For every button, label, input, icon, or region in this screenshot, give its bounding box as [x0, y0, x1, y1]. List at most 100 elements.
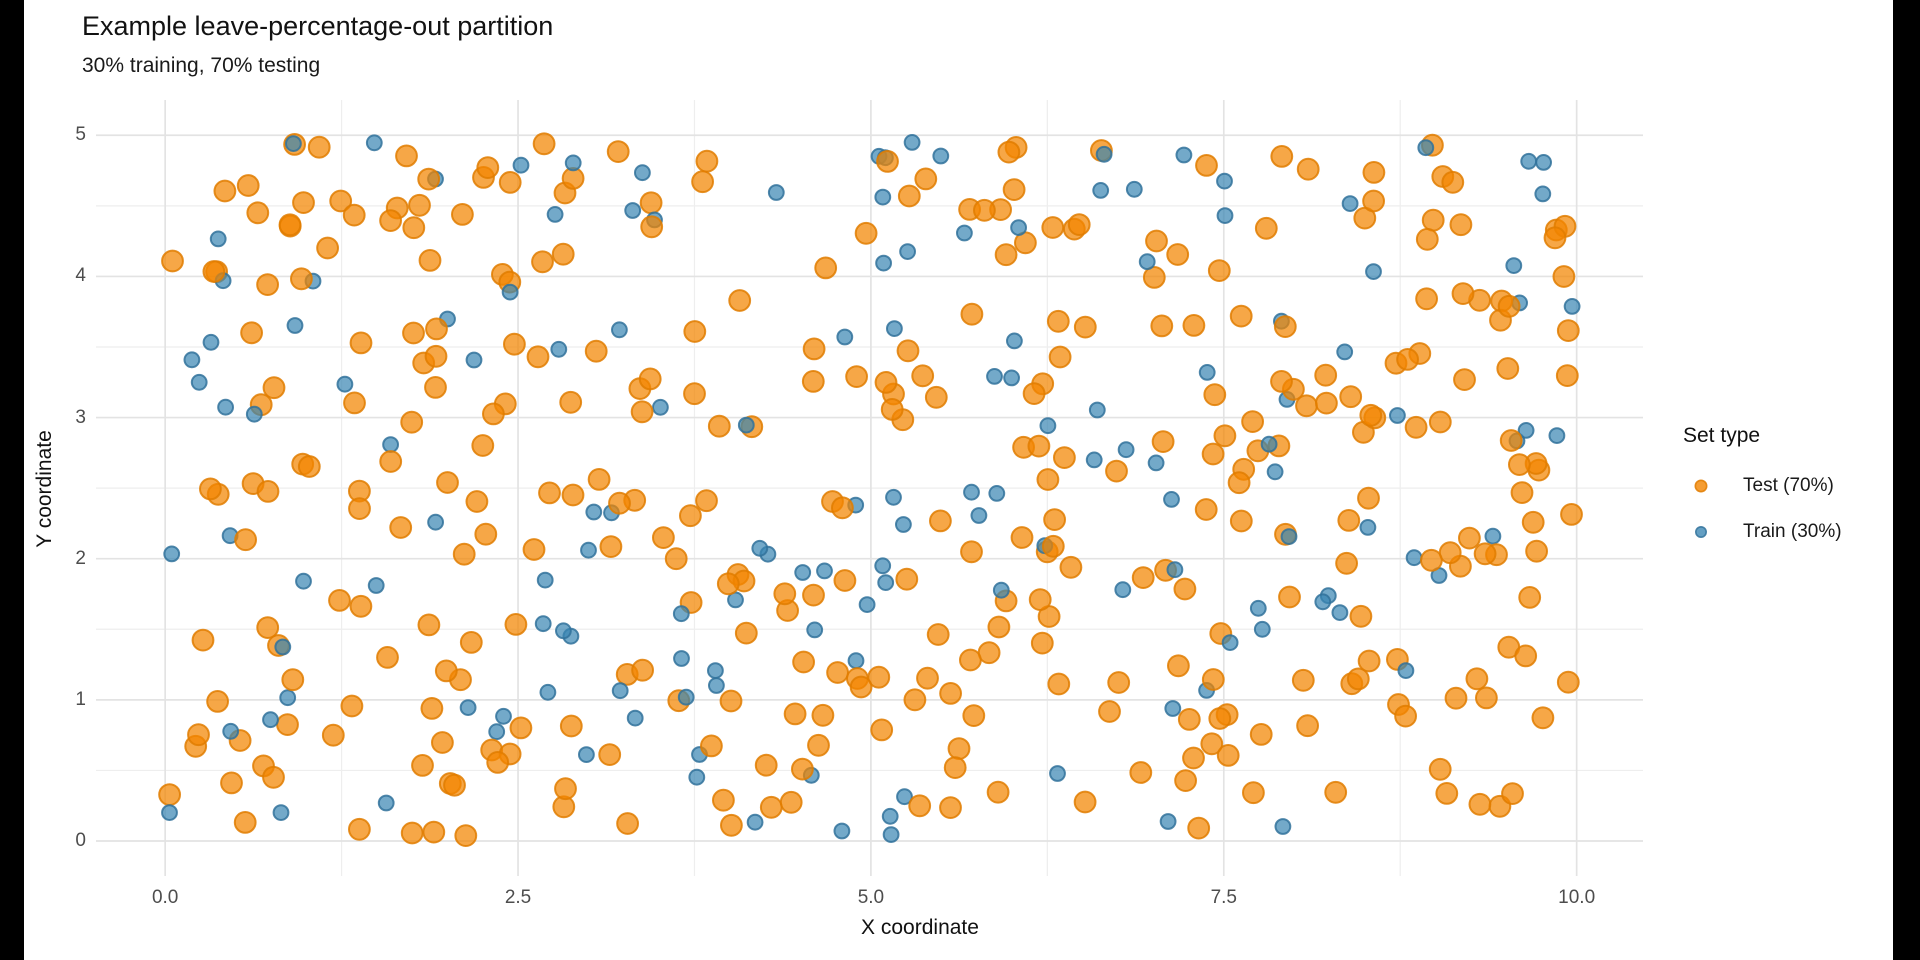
data-point-train [1092, 182, 1110, 199]
data-point-train [512, 156, 530, 174]
data-point-test [482, 402, 505, 426]
data-point-test [1441, 170, 1465, 194]
data-point-test [1043, 508, 1066, 532]
data-point-train [885, 488, 902, 506]
data-point-train [903, 134, 921, 151]
data-point-test [379, 209, 403, 232]
data-point-test [1510, 481, 1534, 505]
data-point-test [1200, 732, 1224, 756]
data-point-test [1131, 566, 1155, 590]
data-point-test [1107, 671, 1131, 694]
data-point-test [1249, 723, 1273, 746]
data-point-test [307, 135, 331, 159]
data-point-test [1207, 259, 1231, 283]
data-point-test [465, 490, 489, 513]
data-point-test [939, 682, 962, 705]
data-point-test [522, 538, 546, 561]
data-point-test [1496, 357, 1520, 380]
data-point-train [1114, 581, 1132, 599]
data-point-test [297, 455, 321, 478]
data-point-test [962, 704, 986, 727]
data-point-test [443, 773, 466, 797]
y-tick-label: 3 [75, 406, 86, 428]
data-point-train [992, 581, 1010, 599]
data-point-train [1484, 527, 1502, 545]
data-point-test [551, 242, 575, 266]
data-point-test [1241, 410, 1264, 434]
data-point-train [874, 557, 892, 575]
data-point-test [1067, 213, 1091, 236]
data-point-test [1335, 551, 1358, 575]
data-point-train [1397, 662, 1415, 679]
data-point-test [343, 391, 366, 415]
data-point-test [532, 132, 556, 156]
data-point-test [379, 450, 403, 473]
data-point-test [1041, 534, 1065, 558]
data-point-test [1415, 227, 1439, 251]
data-point-train [272, 804, 290, 821]
data-point-train [550, 340, 568, 358]
data-point-test [1420, 548, 1443, 572]
data-point-test [1296, 157, 1320, 181]
data-point-test [1278, 585, 1301, 609]
data-point-test [434, 659, 458, 683]
data-point-test [608, 491, 631, 515]
data-point-test [504, 613, 528, 636]
data-point-test [422, 820, 446, 844]
data-point-test [395, 144, 418, 168]
data-point-test [400, 410, 424, 434]
data-point-test [1194, 498, 1218, 521]
data-point-test [811, 703, 835, 727]
data-point-train [816, 562, 833, 580]
data-point-test [1556, 670, 1580, 694]
data-point-test [471, 434, 495, 457]
data-point-test [779, 790, 803, 814]
data-point-test [895, 567, 919, 591]
data-point-test [896, 339, 920, 363]
data-point-test [559, 390, 583, 414]
data-point-test [1182, 314, 1206, 337]
data-point-test [716, 572, 740, 596]
data-point-train [1535, 154, 1552, 171]
data-point-test [1254, 216, 1278, 240]
data-point-train [634, 164, 651, 182]
data-point-train [672, 605, 690, 623]
data-point-train [611, 682, 629, 700]
data-point-train [1088, 401, 1106, 419]
data-point-test [845, 365, 868, 389]
data-point-test [973, 198, 996, 222]
data-point-test [1073, 315, 1097, 339]
data-point-train [539, 683, 557, 701]
data-point-test [849, 675, 873, 699]
data-point-train [427, 513, 445, 531]
data-point-test [630, 400, 654, 424]
legend-item: Test (70%) [1683, 474, 1842, 498]
data-point-test [1508, 453, 1531, 477]
data-point-test [802, 583, 825, 607]
data-point-test [870, 718, 894, 742]
data-point-train [183, 351, 201, 369]
data-point-train [1517, 422, 1535, 439]
data-point-test [826, 661, 849, 684]
data-point-test [754, 753, 778, 777]
data-point-train [564, 154, 582, 172]
data-point-train [1365, 263, 1382, 281]
chart-subtitle: 30% training, 70% testing [82, 54, 321, 77]
data-point-train [245, 405, 263, 423]
data-point-test [1027, 434, 1051, 458]
data-point-train [1125, 180, 1143, 198]
data-point-train [1117, 441, 1135, 459]
data-point-test [1142, 266, 1166, 289]
data-point-train [881, 807, 899, 825]
data-point-train [1003, 369, 1020, 387]
data-point-train [1260, 435, 1278, 453]
data-point-train [555, 622, 572, 640]
data-point-train [1147, 454, 1165, 472]
y-tick-label: 4 [75, 265, 86, 287]
data-point-train [1534, 185, 1552, 203]
data-point-test [1521, 510, 1545, 534]
data-point-train [1280, 528, 1298, 546]
data-point-test [1150, 314, 1174, 338]
data-point-train [932, 147, 950, 165]
data-point-test [1270, 145, 1294, 168]
